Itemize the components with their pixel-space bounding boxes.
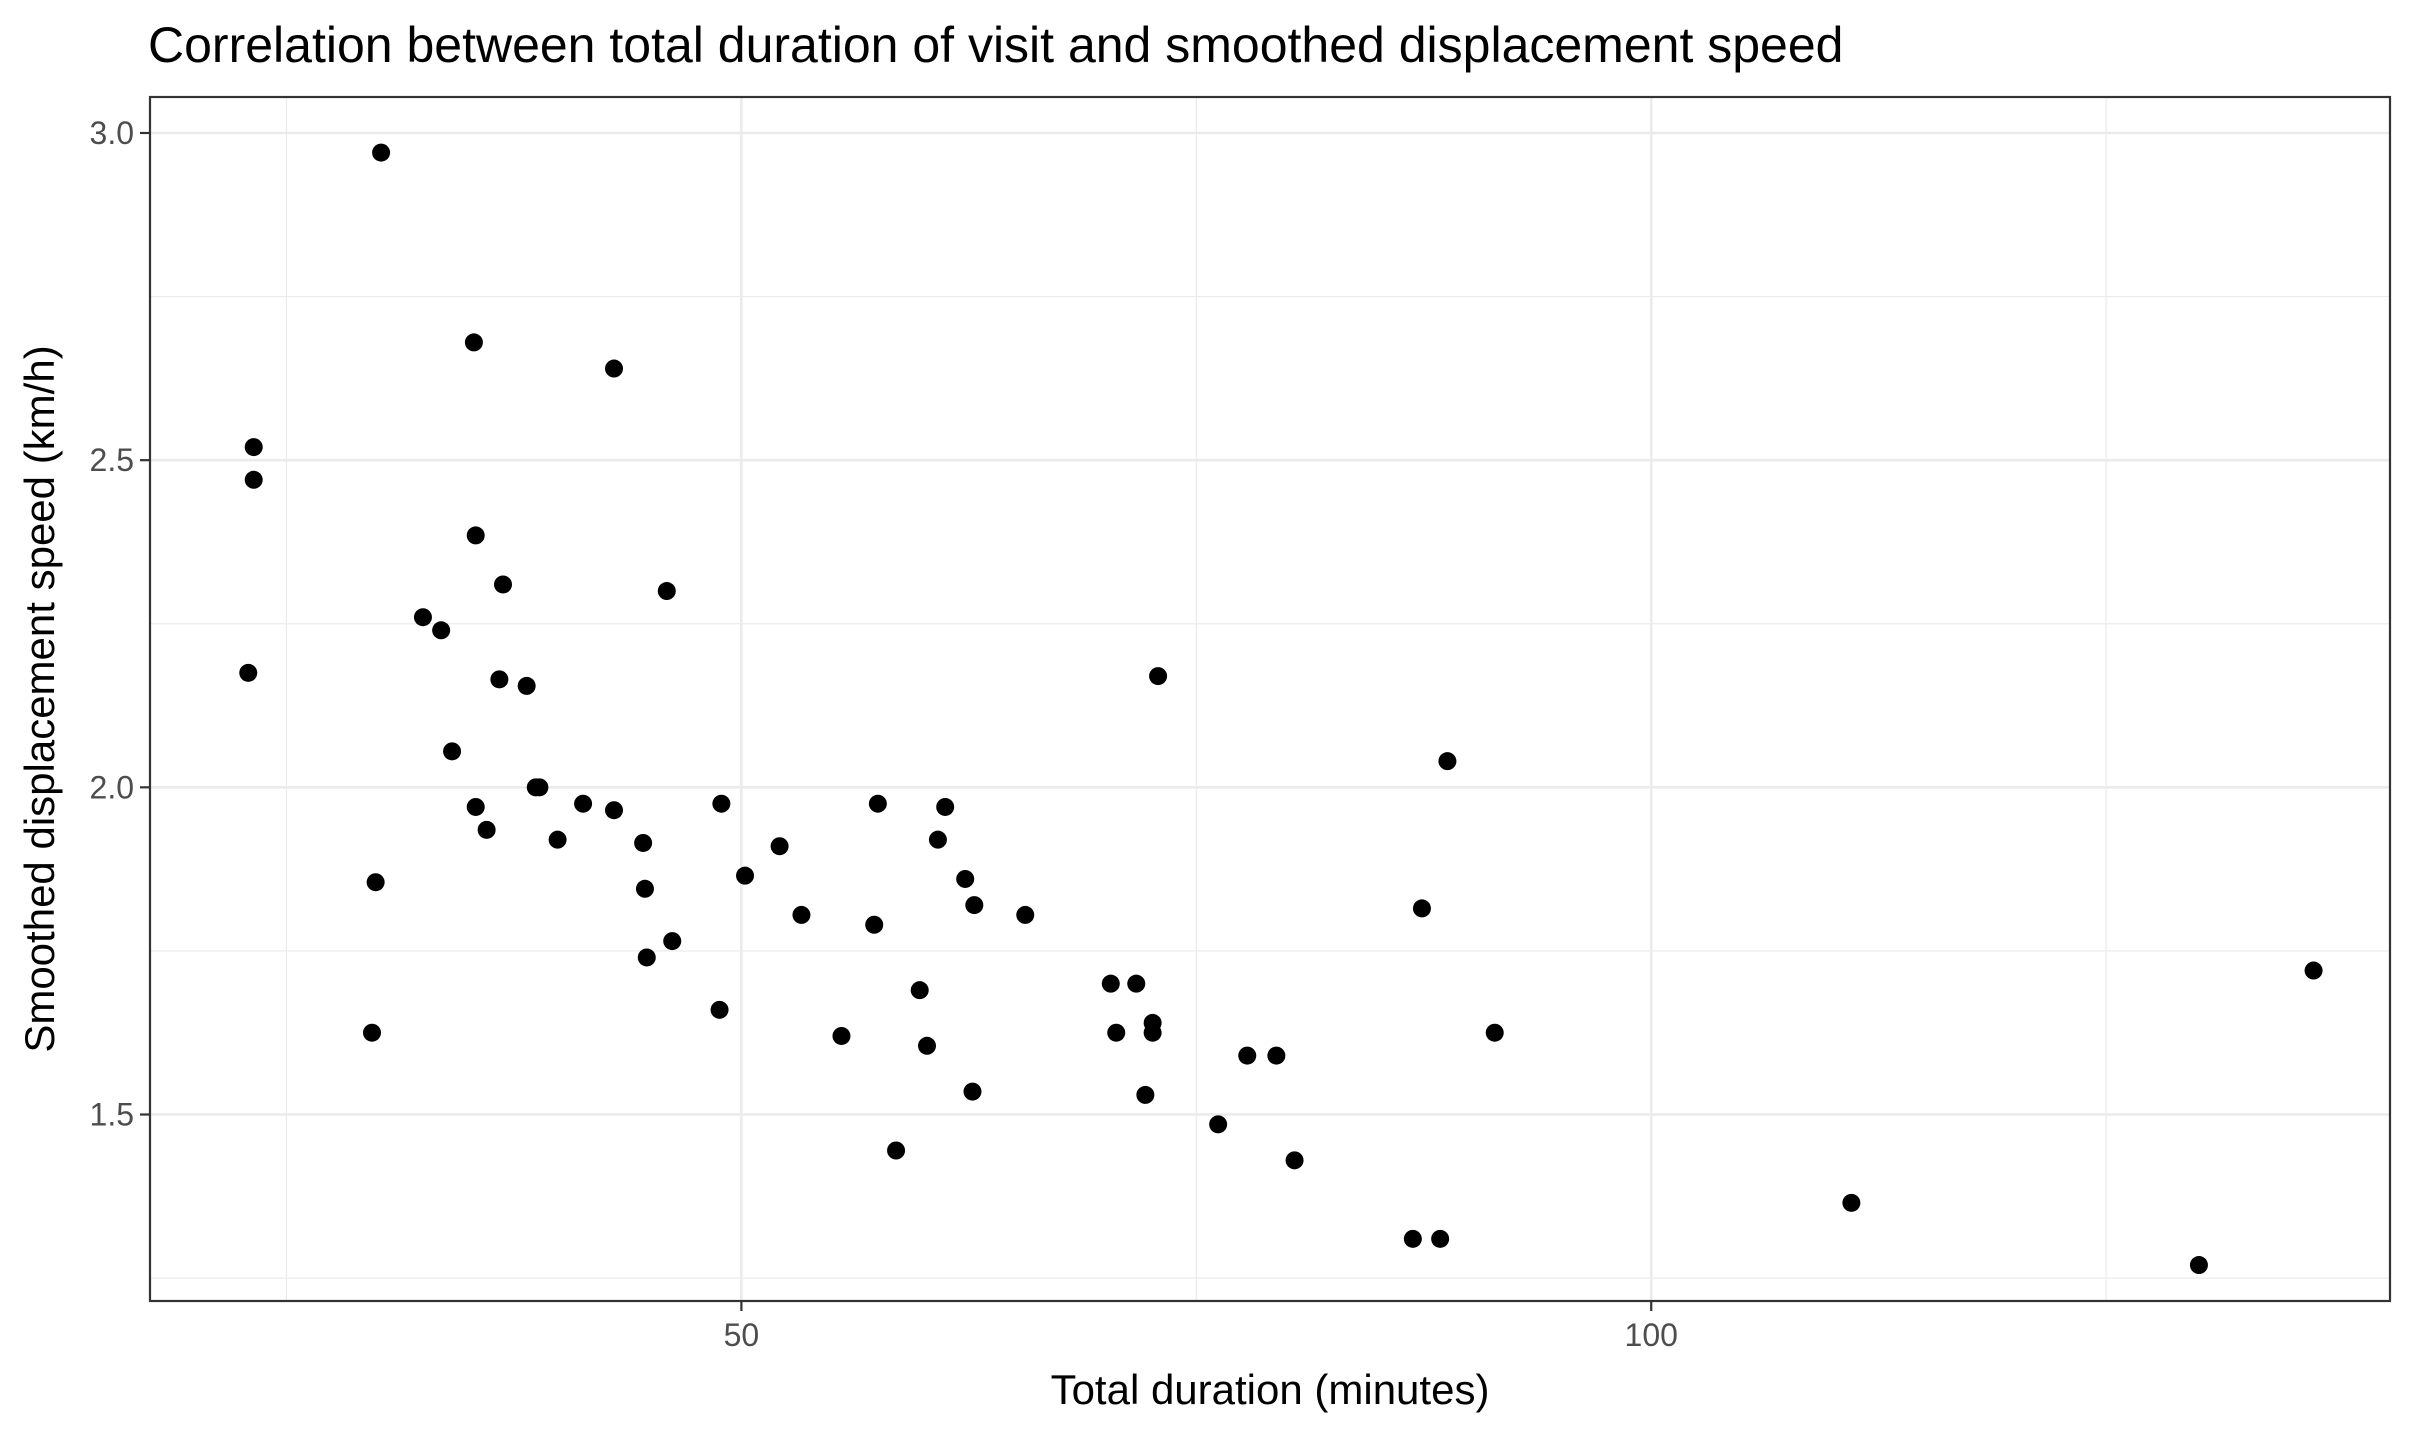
data-point bbox=[530, 778, 549, 797]
data-point bbox=[1431, 1229, 1450, 1248]
data-point bbox=[1267, 1046, 1286, 1065]
data-point bbox=[432, 621, 451, 640]
data-points bbox=[239, 143, 2323, 1275]
data-point bbox=[1016, 905, 1035, 924]
data-point bbox=[244, 470, 263, 489]
data-point bbox=[466, 797, 485, 816]
data-point bbox=[634, 833, 653, 852]
data-point bbox=[712, 794, 731, 813]
data-point bbox=[548, 830, 567, 849]
plot-area bbox=[148, 95, 2392, 1303]
y-axis-title: Smoothed displacement speed (km/h) bbox=[16, 345, 63, 1052]
data-point bbox=[832, 1026, 851, 1045]
data-point bbox=[494, 575, 513, 594]
major-gridlines bbox=[150, 97, 2390, 1301]
data-point bbox=[963, 1082, 982, 1101]
data-point bbox=[637, 948, 656, 967]
data-point bbox=[657, 582, 676, 601]
data-point bbox=[1143, 1023, 1162, 1042]
plot-border bbox=[148, 95, 2392, 1303]
x-axis: 50 100 bbox=[724, 1301, 1678, 1353]
plot-panel bbox=[150, 97, 2390, 1301]
data-point bbox=[605, 801, 624, 820]
data-point bbox=[868, 794, 887, 813]
data-point bbox=[956, 869, 975, 888]
y-tick-label: 2.0 bbox=[90, 769, 134, 805]
data-point bbox=[1149, 667, 1168, 686]
data-point bbox=[928, 830, 947, 849]
data-point bbox=[663, 932, 682, 951]
y-tick-label: 2.5 bbox=[90, 442, 134, 478]
data-point bbox=[736, 866, 755, 885]
x-axis-title: Total duration (minutes) bbox=[1051, 1366, 1490, 1413]
data-point bbox=[362, 1023, 381, 1042]
x-tick-label: 50 bbox=[724, 1317, 760, 1353]
data-point bbox=[1209, 1115, 1228, 1134]
data-point bbox=[574, 794, 593, 813]
y-tick-label: 3.0 bbox=[90, 115, 134, 151]
chart-title: Correlation between total duration of vi… bbox=[148, 17, 1843, 73]
data-point bbox=[635, 879, 654, 898]
y-tick-label: 1.5 bbox=[90, 1097, 134, 1133]
data-point bbox=[770, 837, 789, 856]
data-point bbox=[605, 359, 624, 378]
minor-gridlines bbox=[150, 97, 2390, 1301]
data-point bbox=[1285, 1151, 1304, 1170]
data-point bbox=[917, 1036, 936, 1055]
data-point bbox=[1127, 974, 1146, 993]
data-point bbox=[936, 797, 955, 816]
data-point bbox=[477, 820, 496, 839]
data-point bbox=[1101, 974, 1120, 993]
data-point bbox=[2189, 1256, 2208, 1275]
data-point bbox=[1412, 899, 1431, 918]
data-point bbox=[490, 670, 509, 689]
data-point bbox=[239, 663, 258, 682]
data-point bbox=[466, 526, 485, 545]
data-point bbox=[865, 915, 884, 934]
data-point bbox=[413, 608, 432, 627]
data-point bbox=[965, 896, 984, 915]
data-point bbox=[710, 1000, 729, 1019]
y-axis: 1.5 2.0 2.5 3.0 bbox=[90, 115, 150, 1133]
data-point bbox=[887, 1141, 906, 1160]
data-point bbox=[1438, 752, 1457, 771]
data-point bbox=[1136, 1085, 1155, 1104]
data-point bbox=[443, 742, 462, 761]
data-point bbox=[1485, 1023, 1504, 1042]
data-point bbox=[372, 143, 391, 162]
data-point bbox=[1107, 1023, 1126, 1042]
data-point bbox=[792, 905, 811, 924]
data-point bbox=[244, 438, 263, 457]
data-point bbox=[2304, 961, 2323, 980]
data-point bbox=[1403, 1229, 1422, 1248]
x-tick-label: 100 bbox=[1625, 1317, 1678, 1353]
data-point bbox=[1238, 1046, 1257, 1065]
data-point bbox=[517, 676, 536, 695]
data-point bbox=[1842, 1193, 1861, 1212]
data-point bbox=[910, 981, 929, 1000]
data-point bbox=[464, 333, 483, 352]
data-point bbox=[366, 873, 385, 892]
